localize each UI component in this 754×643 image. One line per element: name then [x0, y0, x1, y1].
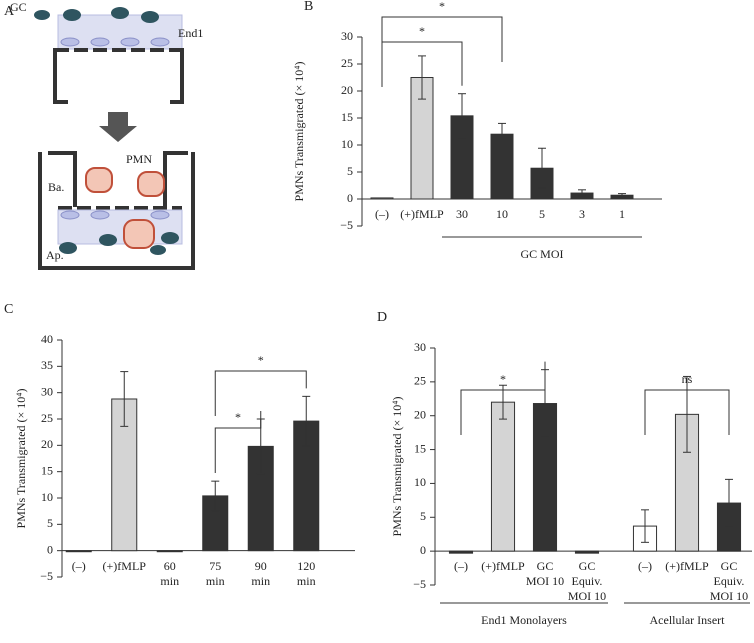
y-tick-label: 30	[341, 29, 353, 43]
y-tick-label: 10	[341, 137, 353, 151]
diagram-label: Ba.	[48, 180, 64, 194]
x-tick-label: (–)	[375, 207, 389, 221]
group-label: Acellular Insert	[650, 613, 726, 627]
x-tick-label: GC Equiv. MOI 10	[568, 559, 606, 603]
bar	[370, 197, 394, 200]
significance-bracket	[460, 361, 546, 435]
x-tick-label: (–)	[72, 559, 86, 573]
y-tick-label: 25	[414, 374, 426, 388]
y-tick-label: 25	[41, 411, 53, 425]
y-tick-label: 5	[347, 164, 353, 178]
significance-bracket	[381, 16, 503, 62]
y-tick-label: −5	[340, 218, 353, 232]
y-tick-label: 5	[47, 516, 53, 530]
arrow	[99, 112, 137, 142]
x-tick-label: (–)	[454, 559, 468, 573]
bar	[156, 550, 183, 553]
significance-label: ns	[682, 372, 693, 386]
y-tick-label: 35	[41, 358, 53, 372]
x-tick-label: 10	[496, 207, 508, 221]
x-tick-label: GC MOI 10	[526, 559, 564, 588]
x-tick-label: 90 min	[251, 559, 270, 588]
y-tick-label: 25	[341, 56, 353, 70]
y-tick-label: 0	[47, 542, 53, 556]
y-tick-label: 20	[41, 437, 53, 451]
x-tick-label: 30	[456, 207, 468, 221]
y-tick-label: 0	[347, 191, 353, 205]
x-tick-label: (+)fMLP	[481, 559, 525, 573]
y-tick-label: −5	[40, 569, 53, 583]
y-tick-label: 10	[414, 475, 426, 489]
significance-label: *	[500, 372, 506, 386]
bar	[65, 550, 92, 553]
well	[38, 152, 195, 270]
diagram-label: End1	[178, 26, 203, 40]
insert-wall	[48, 151, 77, 207]
insert-wall	[170, 48, 184, 104]
y-tick-label: 10	[41, 490, 53, 504]
bacteria	[59, 232, 179, 255]
significance-bracket	[644, 389, 730, 435]
y-axis-label: PMNs Transmigrated (× 10⁴)	[390, 397, 404, 537]
x-tick-label: 1	[619, 207, 625, 221]
y-tick-label: 15	[414, 441, 426, 455]
y-tick-label: 15	[341, 110, 353, 124]
y-tick-label: 40	[41, 332, 53, 346]
bar	[448, 550, 474, 554]
insert-wall	[53, 48, 68, 104]
significance-bracket	[214, 370, 307, 416]
y-tick-label: 20	[341, 83, 353, 97]
x-tick-label: 5	[539, 207, 545, 221]
bar	[490, 401, 516, 552]
panel-a-diagram: A GC End1 Ba. PMN Ap.	[4, 0, 203, 270]
diagram-label: GC	[10, 0, 27, 14]
significance-bracket	[214, 411, 262, 473]
significance-label: *	[419, 24, 425, 38]
y-tick-label: 30	[414, 340, 426, 354]
bacteria	[34, 7, 159, 23]
x-tick-label: (–)	[638, 559, 652, 573]
y-axis-label: PMNs Transmigrated (× 10⁴)	[14, 389, 28, 529]
x-tick-label: 120 min	[297, 559, 316, 588]
insert-wall	[163, 151, 188, 207]
panel-letter: A	[4, 4, 15, 19]
y-tick-label: −5	[413, 577, 426, 591]
y-axis-label: PMNs Transmigrated (× 10⁴)	[292, 62, 306, 202]
y-tick-label: 5	[420, 509, 426, 523]
group-label: End1 Monolayers	[481, 613, 567, 627]
x-tick-label: 3	[579, 207, 585, 221]
x-tick-label: 75 min	[206, 559, 225, 588]
panel-letter: C	[4, 302, 13, 317]
diagram-label: PMN	[126, 152, 152, 166]
y-tick-label: 30	[41, 384, 53, 398]
significance-label: *	[235, 410, 241, 424]
panel-letter: D	[377, 310, 387, 325]
group-label: GC MOI	[520, 247, 563, 261]
significance-label: *	[258, 353, 264, 367]
x-tick-label: (+)fMLP	[400, 207, 444, 221]
x-tick-label: (+)fMLP	[665, 559, 709, 573]
significance-bracket	[381, 41, 463, 87]
x-tick-label: (+)fMLP	[103, 559, 147, 573]
y-tick-label: 15	[41, 463, 53, 477]
diagram-label: Ap.	[46, 248, 64, 262]
pmn	[85, 167, 165, 249]
y-tick-label: 20	[414, 407, 426, 421]
panel-letter: B	[304, 0, 313, 14]
significance-label: *	[439, 0, 445, 13]
nuclei	[60, 37, 170, 47]
bar	[574, 550, 600, 554]
nuclei	[60, 210, 170, 220]
x-tick-label: 60 min	[160, 559, 179, 588]
y-tick-label: 0	[420, 543, 426, 557]
x-tick-label: GC Equiv. MOI 10	[710, 559, 748, 603]
